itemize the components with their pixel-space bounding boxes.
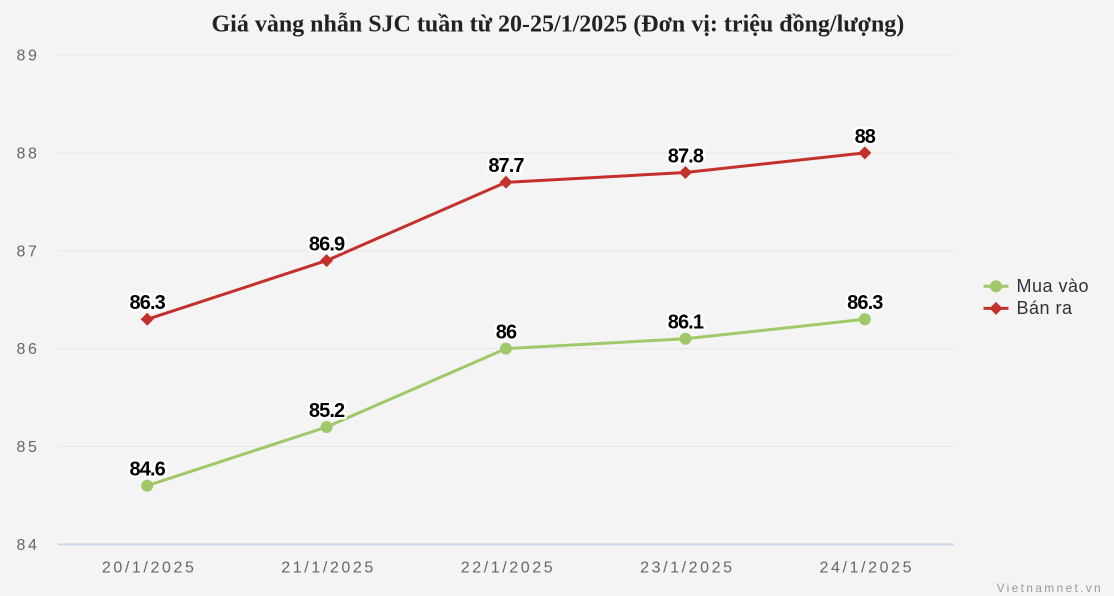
svg-text:Giá vàng nhẫn SJC tuần từ 20-2: Giá vàng nhẫn SJC tuần từ 20-25/1/2025 (… [211, 12, 904, 38]
svg-text:Mua vào: Mua vào [1017, 276, 1090, 296]
svg-text:Vietnamnet.vn: Vietnamnet.vn [997, 581, 1103, 595]
svg-text:86.3: 86.3 [130, 292, 166, 314]
svg-text:88: 88 [855, 126, 876, 148]
svg-text:88: 88 [17, 145, 40, 162]
svg-text:85.2: 85.2 [309, 400, 345, 422]
svg-text:22/1/2025: 22/1/2025 [461, 560, 556, 577]
svg-text:86: 86 [496, 322, 517, 344]
svg-text:86: 86 [17, 341, 40, 358]
svg-text:20/1/2025: 20/1/2025 [102, 560, 197, 577]
svg-text:86.3: 86.3 [847, 292, 883, 314]
svg-text:24/1/2025: 24/1/2025 [820, 560, 915, 577]
svg-text:87: 87 [17, 243, 40, 260]
svg-text:86.9: 86.9 [309, 234, 345, 256]
svg-text:87.7: 87.7 [488, 155, 524, 177]
svg-text:87.8: 87.8 [668, 145, 704, 167]
svg-text:23/1/2025: 23/1/2025 [640, 560, 735, 577]
svg-text:86.1: 86.1 [668, 312, 704, 334]
svg-text:84: 84 [17, 537, 40, 554]
svg-text:85: 85 [17, 439, 40, 456]
svg-text:Bán ra: Bán ra [1017, 298, 1074, 318]
svg-text:89: 89 [17, 48, 40, 65]
svg-text:21/1/2025: 21/1/2025 [281, 560, 376, 577]
svg-text:84.6: 84.6 [130, 459, 166, 481]
